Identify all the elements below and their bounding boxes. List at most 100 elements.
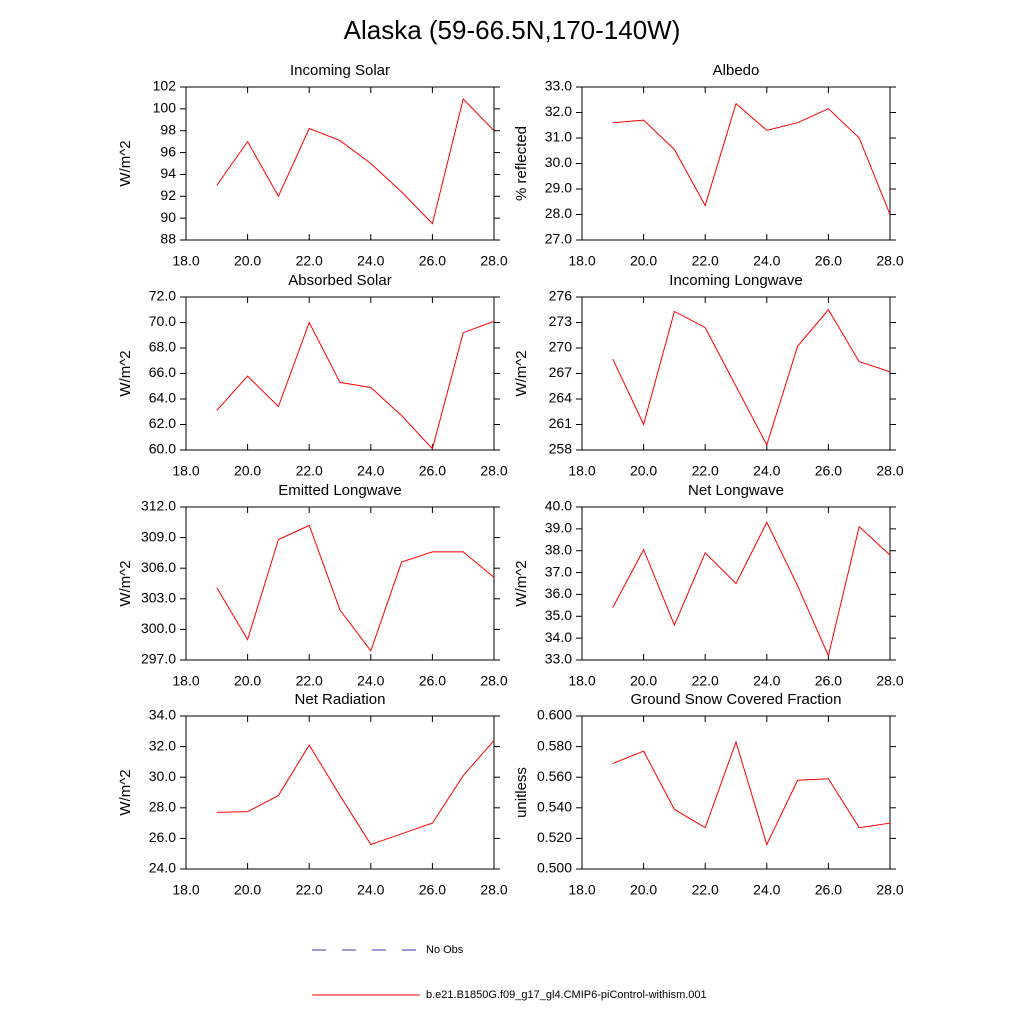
x-tick-label: 18.0 <box>172 882 199 898</box>
y-axis-label: W/m^2 <box>117 560 134 606</box>
x-tick-label: 18.0 <box>568 253 595 269</box>
y-tick-label: 28.0 <box>545 205 572 221</box>
y-tick-label: 70.0 <box>149 313 176 329</box>
y-tick-label: 32.0 <box>149 737 176 753</box>
x-tick-label: 24.0 <box>357 463 384 479</box>
x-tick-label: 22.0 <box>692 253 719 269</box>
x-tick-label: 20.0 <box>630 463 657 479</box>
x-tick-label: 20.0 <box>234 463 261 479</box>
panel-title: Ground Snow Covered Fraction <box>631 691 842 708</box>
x-tick-label: 28.0 <box>480 463 507 479</box>
x-tick-label: 26.0 <box>815 253 842 269</box>
x-tick-label: 28.0 <box>876 882 903 898</box>
x-tick-label: 20.0 <box>234 882 261 898</box>
panel-title: Net Longwave <box>688 482 784 499</box>
y-tick-label: 36.0 <box>545 585 572 601</box>
x-tick-label: 20.0 <box>630 673 657 689</box>
panel-title: Emitted Longwave <box>278 482 401 499</box>
y-tick-label: 0.600 <box>537 707 572 723</box>
y-axis-label: W/m^2 <box>117 140 134 186</box>
x-tick-label: 26.0 <box>815 882 842 898</box>
y-tick-label: 26.0 <box>149 829 176 845</box>
data-line <box>612 102 891 215</box>
y-tick-label: 32.0 <box>545 103 572 119</box>
x-tick-label: 20.0 <box>630 253 657 269</box>
figure-title: Alaska (59-66.5N,170-140W) <box>344 15 681 45</box>
y-tick-label: 96 <box>160 143 176 159</box>
y-tick-label: 0.500 <box>537 860 572 876</box>
data-line <box>216 320 495 450</box>
plot-frame <box>581 86 891 241</box>
y-tick-label: 303.0 <box>141 590 176 606</box>
y-tick-label: 33.0 <box>545 78 572 94</box>
data-line <box>216 740 495 846</box>
y-tick-label: 90 <box>160 209 176 225</box>
y-tick-label: 94 <box>160 165 176 181</box>
x-tick-label: 26.0 <box>815 673 842 689</box>
y-tick-label: 264 <box>549 390 573 406</box>
y-tick-label: 88 <box>160 231 176 247</box>
x-tick-label: 28.0 <box>480 673 507 689</box>
y-tick-label: 0.560 <box>537 768 572 784</box>
x-tick-label: 28.0 <box>876 253 903 269</box>
data-line <box>216 98 495 225</box>
y-tick-label: 60.0 <box>149 441 176 457</box>
y-tick-label: 30.0 <box>545 154 572 170</box>
y-tick-label: 27.0 <box>545 231 572 247</box>
x-tick-label: 18.0 <box>172 463 199 479</box>
y-tick-label: 40.0 <box>545 498 572 514</box>
x-tick-label: 18.0 <box>172 253 199 269</box>
y-tick-label: 38.0 <box>545 541 572 557</box>
x-tick-label: 22.0 <box>692 673 719 689</box>
y-tick-label: 34.0 <box>545 629 572 645</box>
x-tick-label: 22.0 <box>296 463 323 479</box>
plot-frame <box>581 296 891 451</box>
x-tick-label: 28.0 <box>480 253 507 269</box>
x-tick-label: 24.0 <box>357 673 384 689</box>
y-tick-label: 64.0 <box>149 390 176 406</box>
x-tick-label: 18.0 <box>568 463 595 479</box>
x-tick-label: 26.0 <box>815 463 842 479</box>
y-tick-label: 267 <box>549 364 573 380</box>
y-tick-label: 100 <box>153 100 177 116</box>
y-tick-label: 30.0 <box>149 768 176 784</box>
y-tick-label: 34.0 <box>149 707 176 723</box>
y-tick-label: 68.0 <box>149 339 176 355</box>
y-tick-label: 35.0 <box>545 607 572 623</box>
x-tick-label: 24.0 <box>753 253 780 269</box>
y-tick-label: 31.0 <box>545 129 572 145</box>
plot-frame <box>185 715 495 870</box>
y-tick-label: 37.0 <box>545 563 572 579</box>
plot-frame <box>581 715 891 870</box>
x-tick-label: 26.0 <box>419 673 446 689</box>
plot-frame <box>185 296 495 451</box>
legend-label: No Obs <box>426 944 464 956</box>
data-line <box>612 308 891 447</box>
x-tick-label: 18.0 <box>568 673 595 689</box>
data-line <box>216 524 495 652</box>
x-tick-label: 24.0 <box>753 463 780 479</box>
y-tick-label: 273 <box>549 313 573 329</box>
y-tick-label: 39.0 <box>545 520 572 536</box>
legend-label: b.e21.B1850G.f09_g17_gl4.CMIP6-piControl… <box>426 989 707 1001</box>
y-axis-label: % reflected <box>513 126 530 201</box>
y-tick-label: 66.0 <box>149 364 176 380</box>
y-tick-label: 28.0 <box>149 799 176 815</box>
y-axis-label: unitless <box>513 767 530 818</box>
y-tick-label: 0.580 <box>537 737 572 753</box>
y-tick-label: 29.0 <box>545 180 572 196</box>
x-tick-label: 24.0 <box>753 673 780 689</box>
panel-title: Incoming Solar <box>290 62 390 79</box>
x-tick-label: 28.0 <box>876 463 903 479</box>
y-axis-label: W/m^2 <box>513 350 530 396</box>
y-tick-label: 312.0 <box>141 498 176 514</box>
y-tick-label: 309.0 <box>141 528 176 544</box>
panel-title: Albedo <box>713 62 760 79</box>
x-tick-label: 22.0 <box>296 253 323 269</box>
y-tick-label: 297.0 <box>141 651 176 667</box>
x-tick-label: 26.0 <box>419 463 446 479</box>
y-tick-label: 0.540 <box>537 799 572 815</box>
plot-frame <box>185 86 495 241</box>
y-tick-label: 24.0 <box>149 860 176 876</box>
